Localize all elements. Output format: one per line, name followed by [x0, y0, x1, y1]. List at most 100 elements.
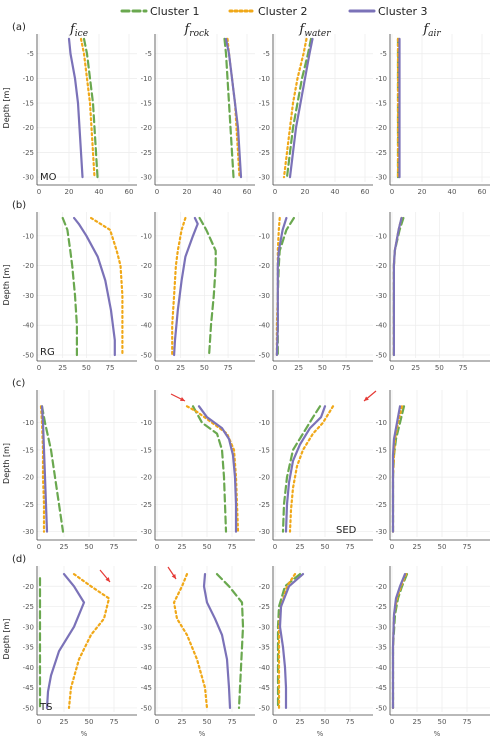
x-tick-label: 25	[60, 718, 69, 726]
column-header-air: fair	[422, 22, 441, 39]
y-tick-label: -10	[376, 232, 387, 240]
x-tick-label: 50	[438, 543, 447, 551]
x-tick-label: 75	[463, 543, 472, 551]
y-tick-label: -20	[23, 474, 34, 482]
x-tick-label: 75	[346, 543, 355, 551]
y-tick-label: -20	[141, 262, 152, 270]
x-tick-label: 0	[390, 188, 394, 196]
series-line-cluster-1	[191, 405, 228, 533]
legend-item-3: Cluster 3	[348, 5, 428, 18]
y-tick-label: -15	[259, 100, 270, 108]
y-tick-label: -10	[259, 419, 270, 427]
x-tick-label: 0	[37, 718, 41, 726]
series-line-cluster-1	[215, 573, 245, 709]
column-header-ice: fice	[69, 22, 88, 39]
series-line-cluster-2	[185, 405, 240, 533]
y-tick-label: -20	[259, 262, 270, 270]
x-tick-label: 25	[413, 718, 422, 726]
y-tick-label: -20	[23, 262, 34, 270]
y-tick-label: -30	[259, 174, 270, 182]
legend-label-3: Cluster 3	[378, 5, 428, 18]
x-tick-label: 75	[110, 543, 119, 551]
x-tick-label: 50	[435, 364, 444, 372]
series-line-cluster-2	[171, 216, 187, 357]
legend-label-1: Cluster 1	[150, 5, 200, 18]
y-tick-label: -50	[259, 352, 270, 360]
x-axis-unit: %	[199, 730, 206, 738]
y-tick-label: -20	[376, 124, 387, 132]
series-line-cluster-1	[223, 37, 235, 179]
y-tick-label: -25	[259, 501, 270, 509]
series-line-cluster-2	[172, 573, 209, 709]
series-line-cluster-2	[67, 573, 111, 709]
y-tick-label: -25	[23, 149, 34, 157]
series-line-cluster-3	[173, 216, 199, 357]
legend-label-2: Cluster 2	[258, 5, 308, 18]
x-tick-label: 20	[418, 188, 427, 196]
x-tick-label: 0	[37, 364, 41, 372]
x-tick-label: 75	[463, 718, 472, 726]
y-tick-label: -30	[23, 528, 34, 536]
y-tick-label: -20	[141, 474, 152, 482]
y-tick-label: -20	[259, 474, 270, 482]
subplot-f-ice-1: -5 -10 -15 -20 -25 -300 20 40 60	[23, 34, 137, 196]
x-tick-label: 0	[273, 543, 277, 551]
column-header-water: fwater	[298, 22, 331, 39]
x-axis-unit: %	[81, 730, 88, 738]
x-tick-label: 50	[318, 364, 327, 372]
y-tick-label: -20	[141, 583, 152, 591]
panel-tag: (b)	[12, 200, 26, 211]
y-tick-label: -5	[380, 50, 387, 58]
series-line-cluster-3	[202, 573, 232, 709]
y-tick-label: -25	[376, 149, 387, 157]
series-line-cluster-3	[392, 216, 403, 357]
y-tick-label: -25	[23, 603, 34, 611]
x-tick-label: 75	[224, 364, 233, 372]
x-tick-label: 50	[200, 364, 209, 372]
x-tick-label: 0	[155, 543, 159, 551]
y-tick-label: -25	[141, 501, 152, 509]
x-tick-label: 25	[294, 364, 303, 372]
x-tick-label: 75	[459, 364, 468, 372]
subplot-f-water-4: -20 -25 -30 -35 -40 -45 -500 25 50 75	[259, 566, 373, 726]
site-label: MO	[40, 172, 57, 183]
y-tick-label: -10	[259, 75, 270, 83]
subplot-f-water-3: -10 -15 -20 -25 -300 25 50 75	[259, 390, 373, 551]
y-tick-label: -15	[23, 446, 34, 454]
annotation-arrow	[167, 566, 177, 580]
site-label: RG	[40, 347, 55, 358]
y-tick-label: -10	[259, 232, 270, 240]
x-tick-label: 0	[273, 364, 277, 372]
y-tick-label: -5	[145, 50, 152, 58]
series-line-cluster-2	[90, 216, 124, 357]
x-tick-label: 75	[110, 718, 119, 726]
y-tick-label: -45	[141, 684, 152, 692]
series-line-cluster-3	[288, 37, 314, 179]
y-tick-label: -40	[376, 664, 387, 672]
column-header-subscript: ice	[75, 29, 88, 39]
y-tick-label: -15	[376, 446, 387, 454]
x-tick-label: 40	[331, 188, 340, 196]
series-line-cluster-3	[391, 573, 407, 709]
x-axis-unit: %	[434, 730, 441, 738]
x-tick-label: 60	[478, 188, 487, 196]
series-line-cluster-3	[391, 405, 402, 533]
y-tick-label: -15	[23, 100, 34, 108]
arrow-head	[180, 397, 185, 401]
y-tick-label: -35	[259, 644, 270, 652]
y-tick-label: -30	[141, 292, 152, 300]
y-tick-label: -15	[376, 100, 387, 108]
series-line-cluster-3	[45, 573, 86, 709]
x-tick-label: 25	[413, 543, 422, 551]
y-tick-label: -20	[23, 583, 34, 591]
x-tick-label: 40	[213, 188, 222, 196]
x-tick-label: 25	[178, 543, 187, 551]
y-tick-label: -20	[141, 124, 152, 132]
annotation-arrow	[363, 390, 377, 402]
y-tick-label: -35	[23, 644, 34, 652]
y-tick-label: -45	[376, 684, 387, 692]
y-tick-label: -50	[259, 704, 270, 712]
y-axis-label: Depth [m]	[2, 265, 11, 306]
y-tick-label: -30	[141, 528, 152, 536]
